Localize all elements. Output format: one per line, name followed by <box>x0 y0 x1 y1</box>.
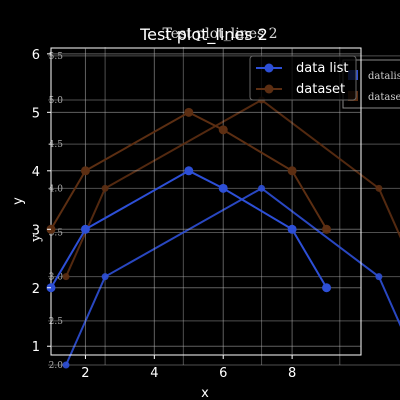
front-chart-title: Test plot_lines 2 <box>139 25 268 45</box>
front-yticks: 1 2 3 4 5 6 <box>32 48 51 355</box>
back-y-tick-label: 2.5 <box>49 317 64 327</box>
front-series-group <box>46 107 332 293</box>
back-y-axis-label: y <box>29 234 44 243</box>
front-legend-label-data-list: data list <box>296 61 349 76</box>
front-x-tick-label: 8 <box>288 366 296 381</box>
front-x-tick-label: 6 <box>219 366 227 381</box>
front-y-tick-label: 2 <box>32 282 40 297</box>
back-series-point <box>101 273 109 281</box>
front-y-tick-label: 6 <box>32 48 40 63</box>
chart-front: 2 4 6 8 1 2 3 4 5 6 Test plot_lines 2 x y data l… <box>11 25 362 400</box>
front-y-tick-label: 3 <box>32 223 40 238</box>
front-series-point <box>287 224 297 234</box>
front-x-tick-label: 4 <box>150 366 158 381</box>
front-x-axis-label: x <box>201 386 209 400</box>
front-xticks: 2 4 6 8 <box>81 355 296 381</box>
front-x-tick-label: 2 <box>81 366 89 381</box>
front-y-axis-label: y <box>11 197 26 205</box>
back-series-point <box>62 361 70 369</box>
front-legend-marker-dataset <box>264 84 274 94</box>
back-chart-title: Test plot_lines 2 <box>162 26 277 42</box>
front-series-point <box>287 166 297 176</box>
back-series-point <box>375 273 383 281</box>
front-y-tick-label: 1 <box>32 340 40 355</box>
front-series-line <box>50 169 328 289</box>
back-series-point <box>101 184 109 192</box>
back-y-tick-label: 4.5 <box>49 140 64 150</box>
front-y-tick-label: 4 <box>32 165 40 180</box>
front-series-point <box>184 107 194 117</box>
back-series-point <box>375 184 383 192</box>
front-series-point <box>322 283 332 293</box>
back-y-tick-label: 3.5 <box>49 229 64 239</box>
front-series-point <box>80 166 90 176</box>
front-series-point <box>184 166 194 176</box>
front-legend: data list dataset <box>249 55 357 101</box>
back-series-point <box>258 184 266 192</box>
back-legend-label-dataset: dataset <box>368 92 400 103</box>
front-series-point <box>218 125 228 135</box>
front-series-point <box>218 183 228 193</box>
front-axes-frame <box>50 47 362 356</box>
back-y-tick-label: 5.5 <box>49 52 64 62</box>
back-y-tick-label: 4.0 <box>49 184 64 194</box>
back-series-point <box>62 273 70 281</box>
front-legend-label-dataset: dataset <box>296 82 345 97</box>
back-y-tick-label: 2.0 <box>49 361 64 371</box>
front-series-point <box>80 224 90 234</box>
front-y-tick-label: 5 <box>32 106 40 121</box>
back-y-tick-label: 5.0 <box>49 96 64 106</box>
front-series-line <box>50 111 328 230</box>
front-legend-marker-data-list <box>264 63 274 73</box>
front-series-point <box>322 224 332 234</box>
